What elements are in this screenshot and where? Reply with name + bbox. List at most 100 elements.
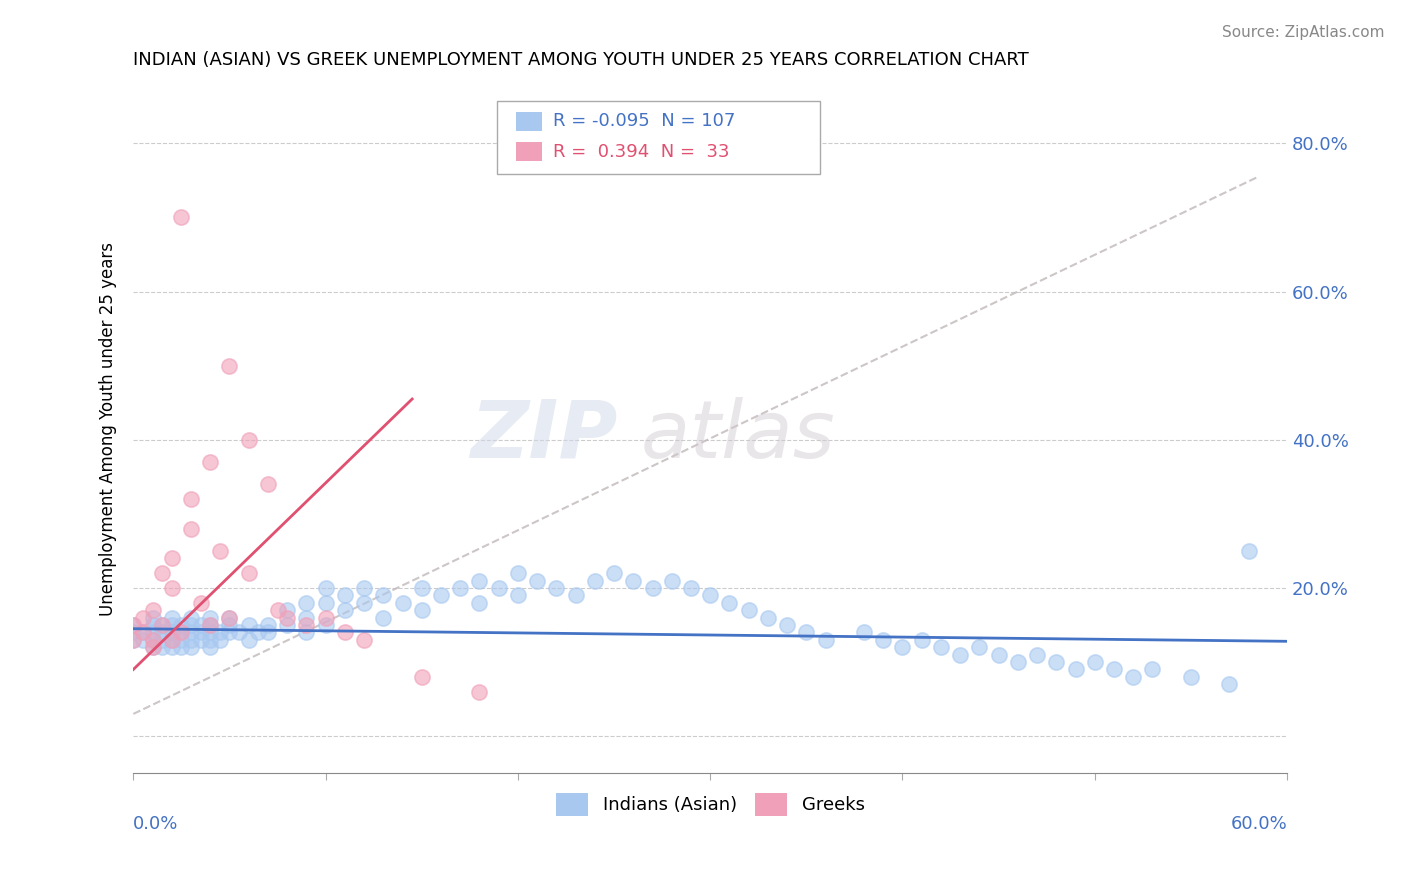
Point	[891, 640, 914, 655]
Point	[315, 596, 337, 610]
Point	[468, 596, 491, 610]
Point	[333, 588, 356, 602]
Point	[295, 596, 318, 610]
Point	[180, 618, 202, 632]
Point	[737, 603, 759, 617]
Point	[872, 632, 894, 647]
Point	[276, 603, 298, 617]
Point	[315, 618, 337, 632]
Point	[170, 618, 193, 632]
Point	[238, 566, 260, 581]
Point	[180, 625, 202, 640]
Point	[679, 581, 702, 595]
Y-axis label: Unemployment Among Youth under 25 years: Unemployment Among Youth under 25 years	[100, 242, 117, 615]
Point	[150, 625, 173, 640]
Point	[796, 625, 818, 640]
Point	[969, 640, 991, 655]
Point	[1064, 663, 1087, 677]
Point	[266, 603, 288, 617]
Text: INDIAN (ASIAN) VS GREEK UNEMPLOYMENT AMONG YOUTH UNDER 25 YEARS CORRELATION CHAR: INDIAN (ASIAN) VS GREEK UNEMPLOYMENT AMO…	[134, 51, 1029, 69]
Point	[218, 359, 240, 373]
Point	[853, 625, 876, 640]
Point	[200, 455, 222, 469]
Point	[150, 632, 173, 647]
Point	[122, 618, 145, 632]
Point	[247, 625, 270, 640]
Point	[411, 603, 433, 617]
Point	[333, 625, 356, 640]
Point	[276, 618, 298, 632]
Point	[814, 632, 837, 647]
Text: R = -0.095  N = 107: R = -0.095 N = 107	[554, 112, 735, 130]
Point	[122, 632, 145, 647]
Point	[142, 625, 165, 640]
Point	[132, 625, 155, 640]
Point	[276, 610, 298, 624]
Point	[1084, 655, 1107, 669]
Point	[160, 581, 183, 595]
Bar	[516, 142, 541, 161]
Point	[142, 610, 165, 624]
Point	[449, 581, 471, 595]
Point	[200, 610, 222, 624]
Point	[160, 551, 183, 566]
Point	[170, 625, 193, 640]
Point	[603, 566, 626, 581]
Point	[257, 625, 280, 640]
Bar	[516, 112, 541, 131]
Point	[160, 632, 183, 647]
Point	[641, 581, 664, 595]
Point	[929, 640, 952, 655]
Point	[122, 618, 145, 632]
Point	[218, 625, 240, 640]
Point	[238, 632, 260, 647]
Point	[160, 610, 183, 624]
Point	[546, 581, 568, 595]
Point	[142, 640, 165, 655]
Point	[180, 522, 202, 536]
Point	[756, 610, 779, 624]
Point	[1142, 663, 1164, 677]
Point	[208, 632, 231, 647]
Point	[353, 632, 375, 647]
Point	[190, 632, 212, 647]
Point	[180, 632, 202, 647]
Point	[190, 618, 212, 632]
FancyBboxPatch shape	[496, 102, 820, 174]
Point	[295, 625, 318, 640]
Text: ZIP: ZIP	[471, 397, 617, 475]
Point	[718, 596, 741, 610]
Point	[218, 610, 240, 624]
Point	[315, 581, 337, 595]
Point	[180, 491, 202, 506]
Point	[411, 670, 433, 684]
Point	[1007, 655, 1029, 669]
Point	[583, 574, 606, 588]
Point	[257, 477, 280, 491]
Point	[160, 640, 183, 655]
Point	[190, 625, 212, 640]
Point	[142, 632, 165, 647]
Point	[200, 618, 222, 632]
Point	[228, 625, 250, 640]
Text: 60.0%: 60.0%	[1230, 814, 1286, 832]
Point	[142, 640, 165, 655]
Point	[170, 640, 193, 655]
Text: Source: ZipAtlas.com: Source: ZipAtlas.com	[1222, 25, 1385, 40]
Point	[122, 625, 145, 640]
Point	[208, 544, 231, 558]
Point	[142, 632, 165, 647]
Point	[333, 603, 356, 617]
Point	[180, 640, 202, 655]
Point	[506, 588, 529, 602]
Point	[150, 640, 173, 655]
Point	[170, 625, 193, 640]
Point	[468, 684, 491, 698]
Point	[1026, 648, 1049, 662]
Point	[373, 588, 395, 602]
Point	[200, 632, 222, 647]
Point	[160, 625, 183, 640]
Point	[218, 610, 240, 624]
Point	[295, 618, 318, 632]
Point	[200, 625, 222, 640]
